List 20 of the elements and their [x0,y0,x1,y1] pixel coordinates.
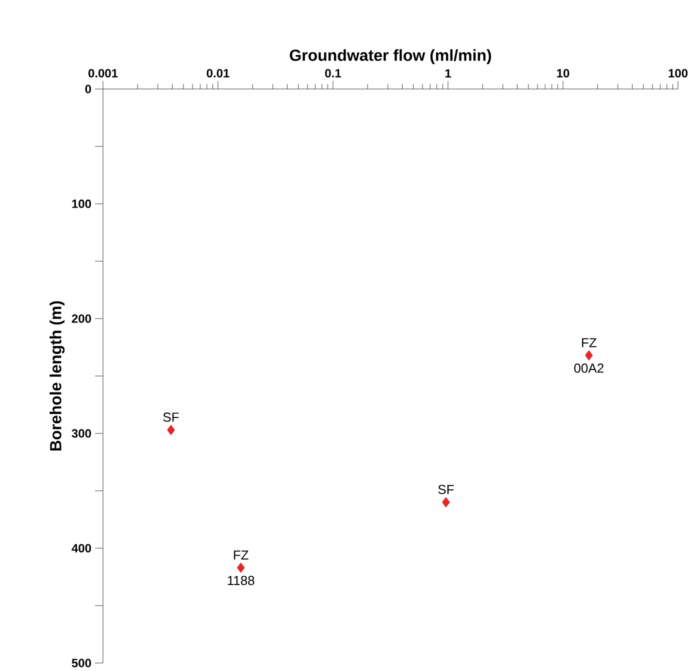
x-tick-label: 1 [445,69,451,78]
y-tick-label: 400 [72,544,91,553]
y-tick-label: 200 [72,314,91,324]
y-tick-label: 500 [72,658,91,668]
annotation: 00A2 [574,364,604,373]
x-tick-label: 0.1 [325,69,342,78]
annotation: 1188 [228,576,254,586]
x-axis-title: Groundwater flow (ml/min) [290,49,492,64]
annotation: SF [163,412,179,422]
x-tick-label: 0.001 [88,69,118,78]
y-tick-label: 300 [72,429,91,438]
x-tick-label: 100 [668,69,688,78]
annotation: FZ [582,338,596,348]
annotation: FZ [234,550,248,560]
y-tick-label: 100 [72,200,91,208]
y-tick-label: 0 [85,84,91,94]
y-axis-title: Borehole length (m) [50,301,65,451]
x-tick-label: 0.01 [206,69,230,78]
annotation: SF [438,485,454,494]
x-tick-label: 10 [557,69,570,78]
